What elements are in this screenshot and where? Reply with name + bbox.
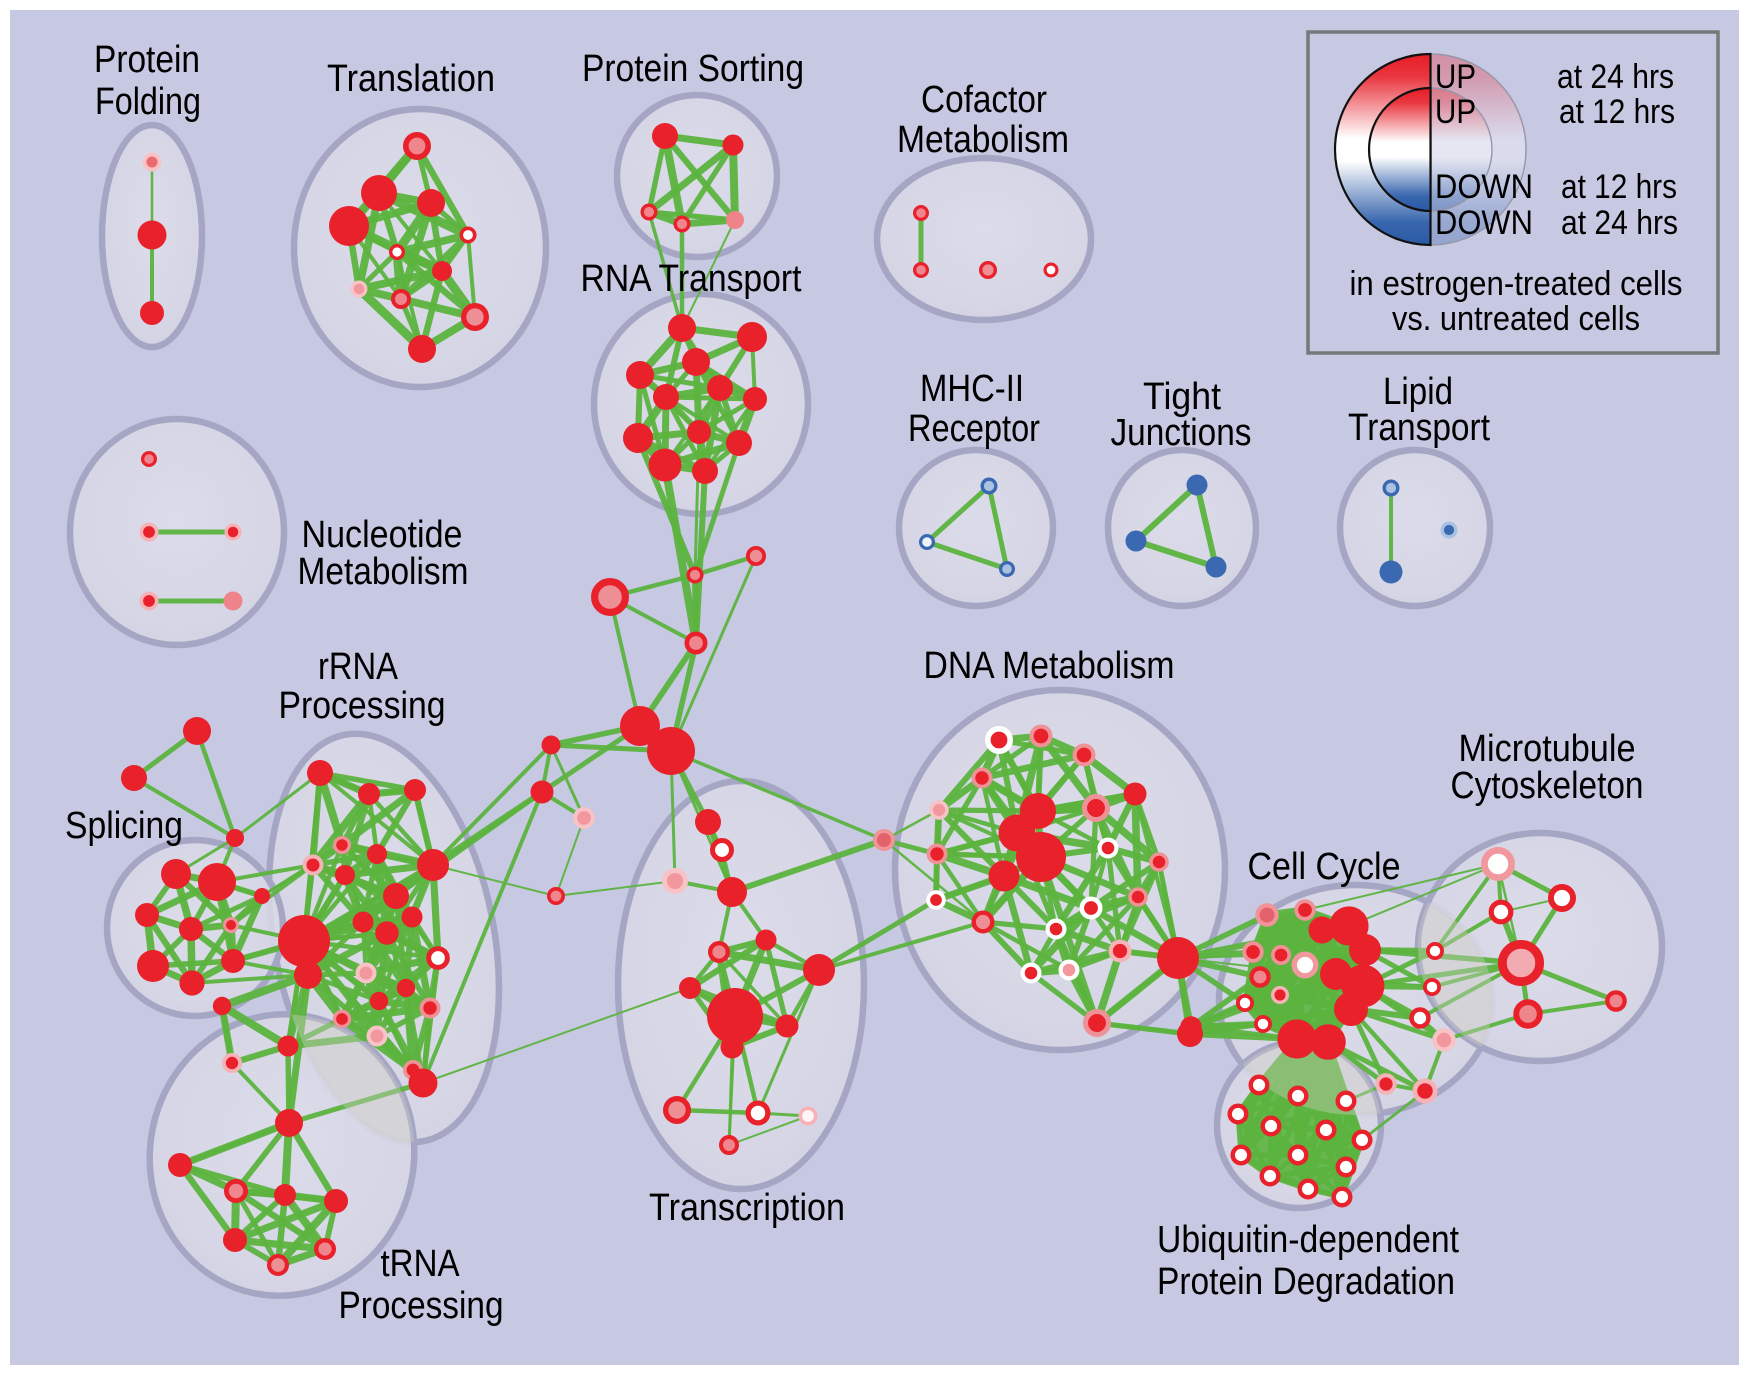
svg-text:DOWN: DOWN <box>1435 168 1533 206</box>
svg-text:at 24 hrs: at 24 hrs <box>1561 204 1678 242</box>
svg-text:UP: UP <box>1435 58 1476 96</box>
svg-text:Cell Cycle: Cell Cycle <box>1248 846 1401 888</box>
svg-text:RNA Transport: RNA Transport <box>581 258 802 300</box>
svg-text:tRNA: tRNA <box>381 1243 461 1285</box>
svg-text:Receptor: Receptor <box>908 408 1040 450</box>
svg-text:at 24 hrs: at 24 hrs <box>1557 58 1674 96</box>
svg-text:at 12 hrs: at 12 hrs <box>1559 93 1675 131</box>
svg-text:Protein Degradation: Protein Degradation <box>1157 1261 1455 1303</box>
svg-text:DNA Metabolism: DNA Metabolism <box>924 645 1175 687</box>
svg-text:vs. untreated cells: vs. untreated cells <box>1392 300 1640 338</box>
svg-text:Folding: Folding <box>95 81 201 123</box>
svg-text:Nucleotide: Nucleotide <box>302 514 463 556</box>
svg-text:rRNA: rRNA <box>318 646 399 688</box>
svg-text:DOWN: DOWN <box>1435 204 1533 242</box>
svg-text:Tight: Tight <box>1143 376 1221 418</box>
svg-text:at 12 hrs: at 12 hrs <box>1561 168 1677 206</box>
svg-text:Metabolism: Metabolism <box>298 551 469 593</box>
svg-text:Metabolism: Metabolism <box>897 119 1069 161</box>
svg-text:Processing: Processing <box>339 1285 504 1327</box>
svg-text:MHC-II: MHC-II <box>920 368 1024 410</box>
svg-text:Microtubule: Microtubule <box>1459 728 1636 770</box>
svg-text:Processing: Processing <box>279 685 446 727</box>
svg-text:Protein Sorting: Protein Sorting <box>582 48 804 90</box>
svg-text:Translation: Translation <box>327 58 495 100</box>
svg-text:in estrogen-treated cells: in estrogen-treated cells <box>1350 265 1683 303</box>
svg-text:Ubiquitin-dependent: Ubiquitin-dependent <box>1157 1219 1459 1261</box>
svg-text:Transcription: Transcription <box>649 1187 845 1229</box>
svg-text:Cofactor: Cofactor <box>921 79 1047 121</box>
svg-text:Protein: Protein <box>94 39 200 81</box>
svg-text:Cytoskeleton: Cytoskeleton <box>1451 765 1644 807</box>
svg-text:Splicing: Splicing <box>65 805 183 847</box>
svg-text:Lipid: Lipid <box>1383 371 1453 413</box>
svg-text:UP: UP <box>1435 93 1476 131</box>
svg-text:Transport: Transport <box>1348 407 1490 449</box>
svg-text:Junctions: Junctions <box>1111 412 1252 454</box>
